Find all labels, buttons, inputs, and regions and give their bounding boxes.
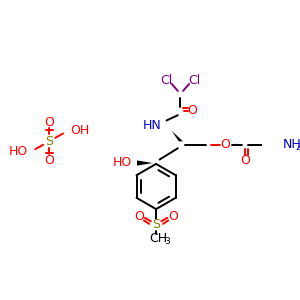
Text: NH: NH — [283, 138, 300, 151]
Text: O: O — [221, 138, 231, 151]
Text: O: O — [44, 154, 54, 167]
Text: O: O — [134, 210, 144, 223]
Text: HO: HO — [9, 145, 28, 158]
Polygon shape — [172, 131, 183, 141]
Text: O: O — [240, 154, 250, 167]
Text: 3: 3 — [164, 237, 170, 246]
Polygon shape — [137, 160, 153, 166]
Text: O: O — [169, 210, 178, 223]
Text: O: O — [44, 116, 54, 129]
Text: 2: 2 — [296, 143, 300, 152]
Text: Cl: Cl — [160, 74, 173, 87]
Text: S: S — [152, 218, 160, 231]
Text: HN: HN — [142, 119, 161, 132]
Text: OH: OH — [70, 124, 89, 137]
Text: Cl: Cl — [188, 74, 200, 87]
Text: HO: HO — [112, 156, 132, 169]
Text: S: S — [45, 135, 53, 148]
Text: O: O — [188, 103, 197, 116]
Text: CH: CH — [149, 232, 167, 245]
